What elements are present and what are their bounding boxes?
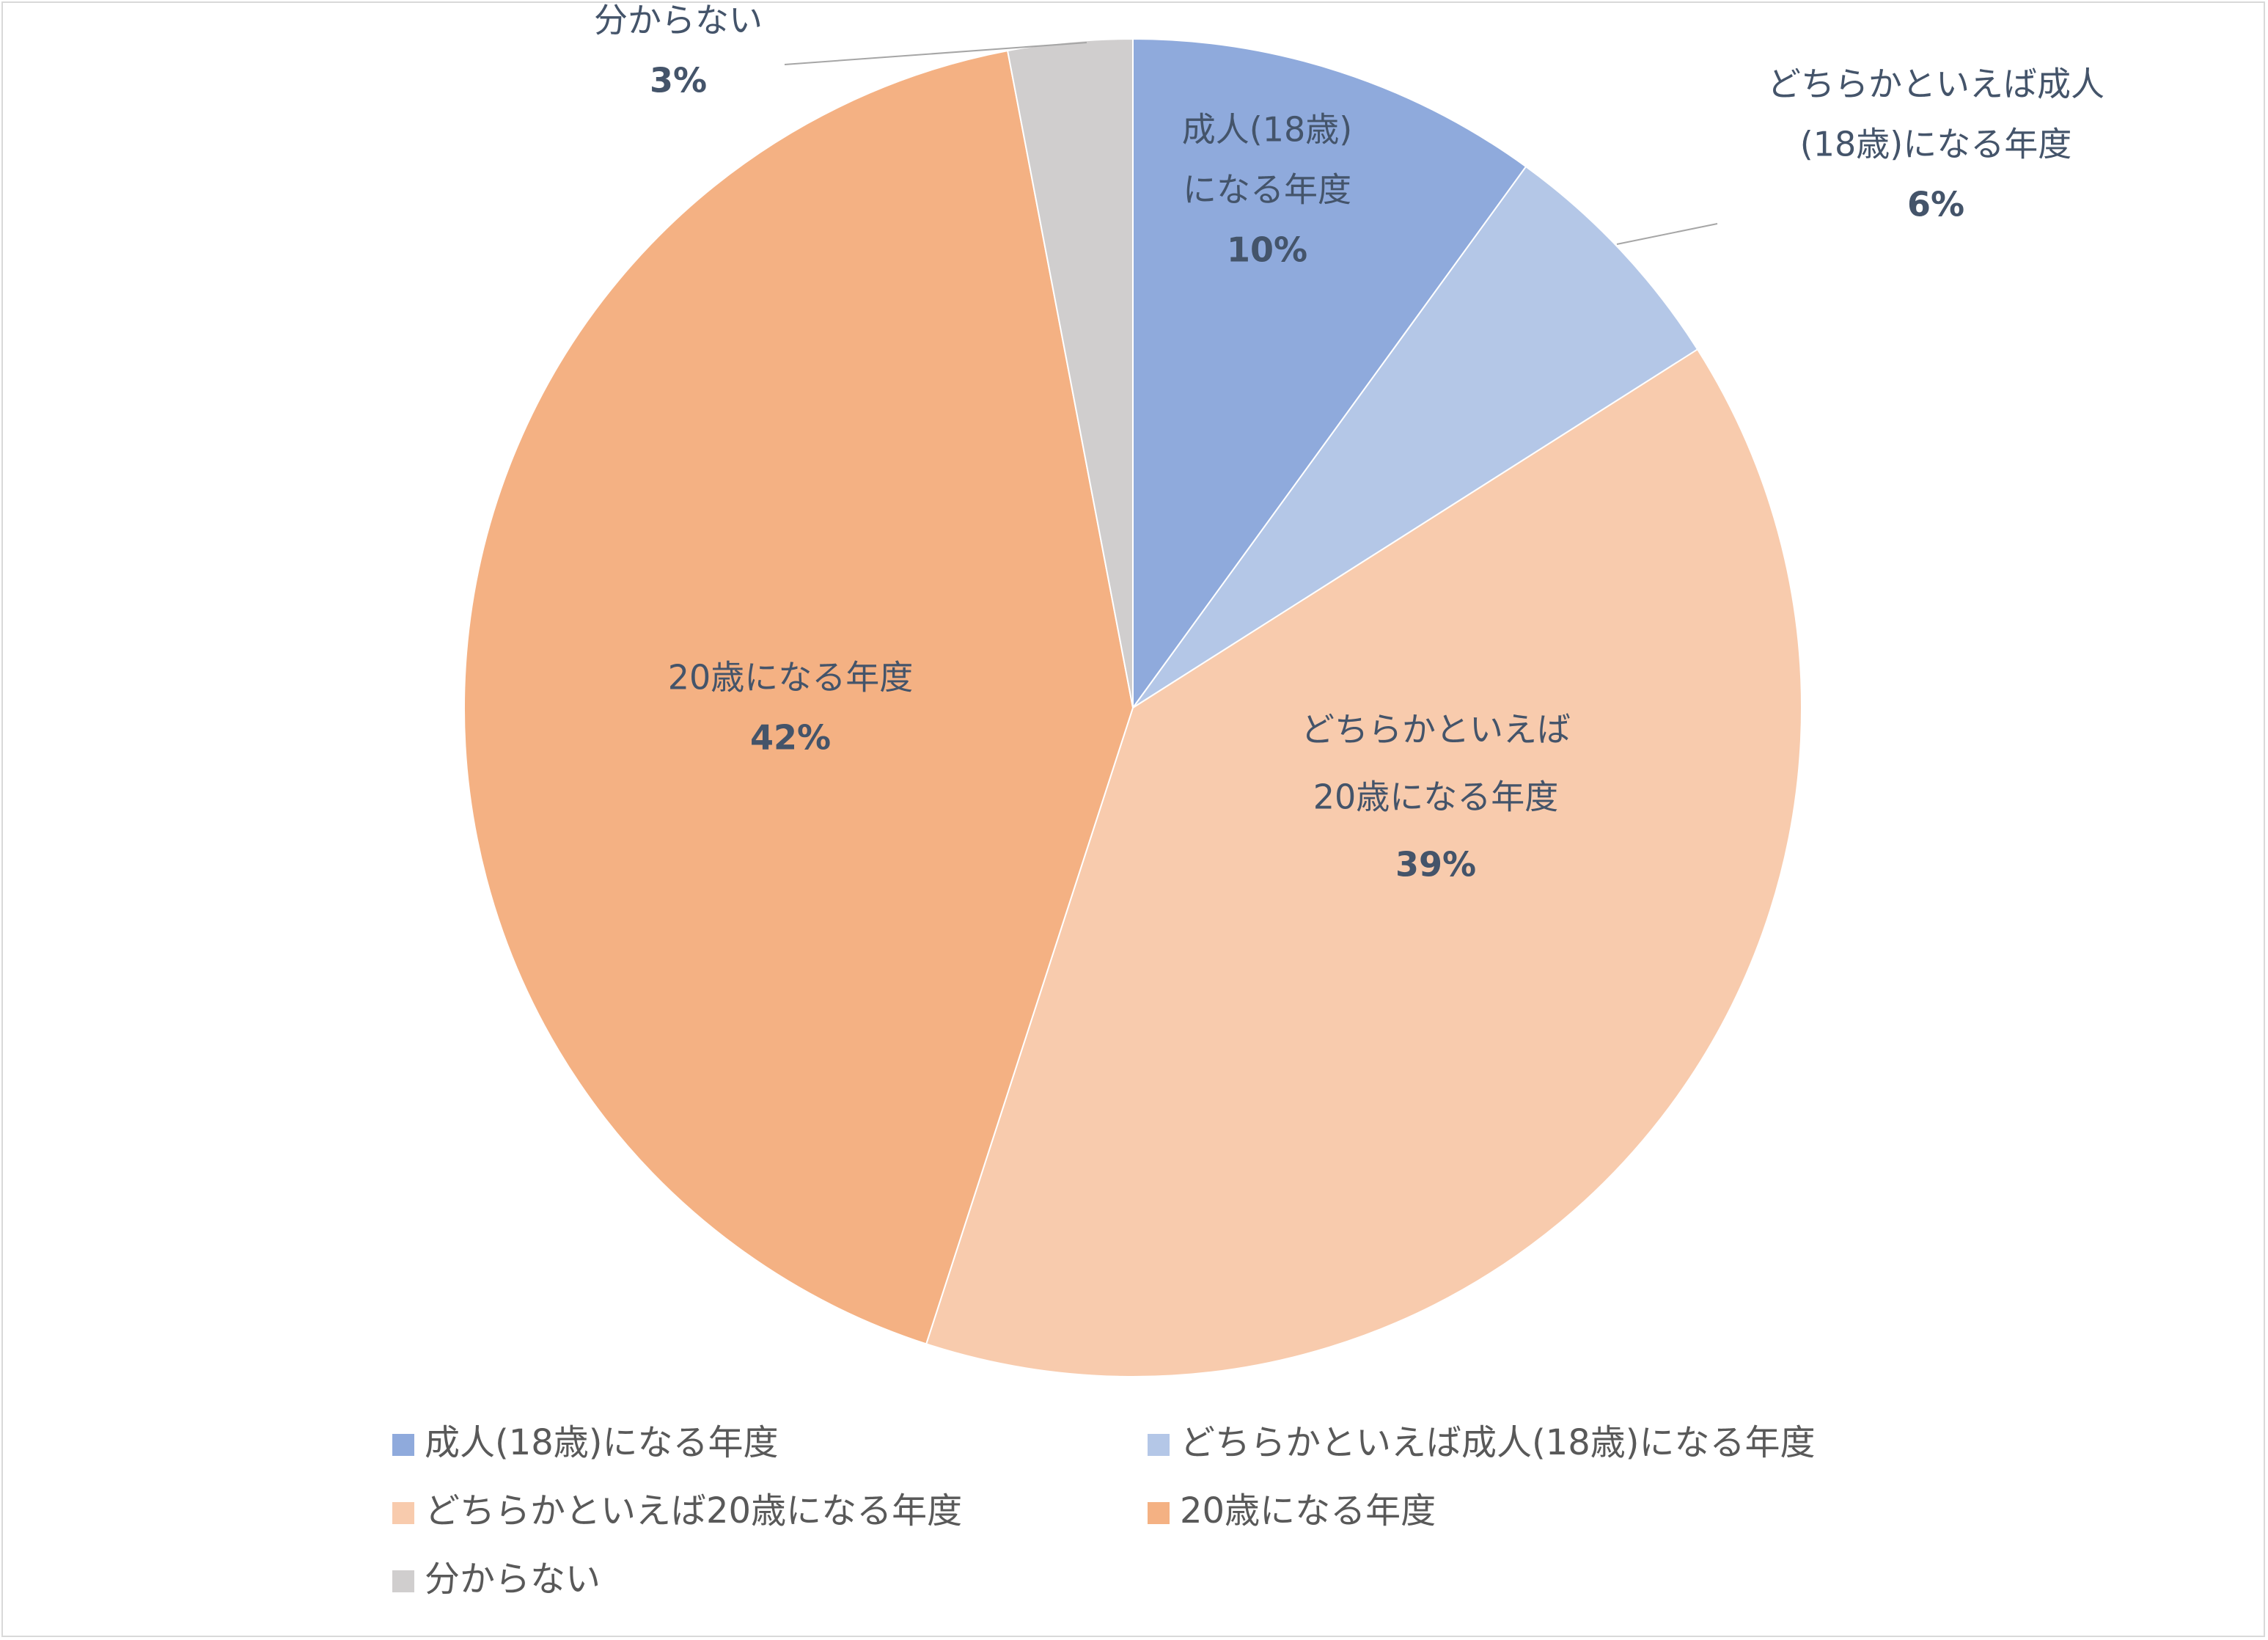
slice-category-label: 20歳になる年度 [1313, 777, 1559, 817]
legend-swatch [392, 1434, 414, 1456]
legend-label: どちらかといえば20歳になる年度 [425, 1490, 962, 1531]
pie-slice [463, 49, 1134, 1345]
legend-label: 成人(18歳)になる年度 [425, 1422, 779, 1463]
slice-percent-label: 3% [650, 61, 707, 100]
legend-label: どちらかといえば成人(18歳)になる年度 [1180, 1422, 1816, 1463]
legend-label: 分からない [425, 1559, 601, 1600]
slice-percent-label: 42% [750, 718, 831, 758]
legend-swatch [392, 1502, 414, 1524]
legend-swatch [1148, 1434, 1170, 1456]
legend: 成人(18歳)になる年度 どちらかといえば成人(18歳)になる年度どちらかといえば… [392, 1422, 1816, 1600]
slice-category-label: 分からない [594, 1, 763, 40]
pie-slices [463, 37, 1802, 1377]
slice-category-label: (18歳)になる年度 [1800, 125, 2071, 164]
leader-line [1616, 223, 1718, 245]
legend-label: 20歳になる年度 [1180, 1490, 1436, 1531]
leader-lines [784, 42, 1718, 245]
legend-swatch [392, 1570, 414, 1592]
legend-swatch [1148, 1502, 1170, 1524]
slice-category-label: どちらかといえば [1301, 710, 1571, 750]
pie-slice [1132, 165, 1699, 709]
pie-slice [1132, 37, 1527, 711]
slice-category-label: 20歳になる年度 [668, 658, 914, 698]
slice-percent-label: 6% [1907, 185, 1964, 224]
pie-slice [1006, 37, 1134, 709]
slice-labels: 成人(18歳) になる年度 10% どちらかといえば成人 (18歳)になる年度 6% どちら… [594, 1, 2104, 885]
leader-line [784, 42, 1087, 65]
slice-category-label: 成人(18歳) [1182, 110, 1352, 150]
slice-category-label: どちらかといえば成人 [1767, 65, 2104, 104]
slice-category-label: になる年度 [1183, 170, 1351, 210]
slice-percent-label: 39% [1395, 845, 1476, 885]
slice-percent-label: 10% [1227, 230, 1307, 270]
pie-slice [925, 348, 1802, 1377]
